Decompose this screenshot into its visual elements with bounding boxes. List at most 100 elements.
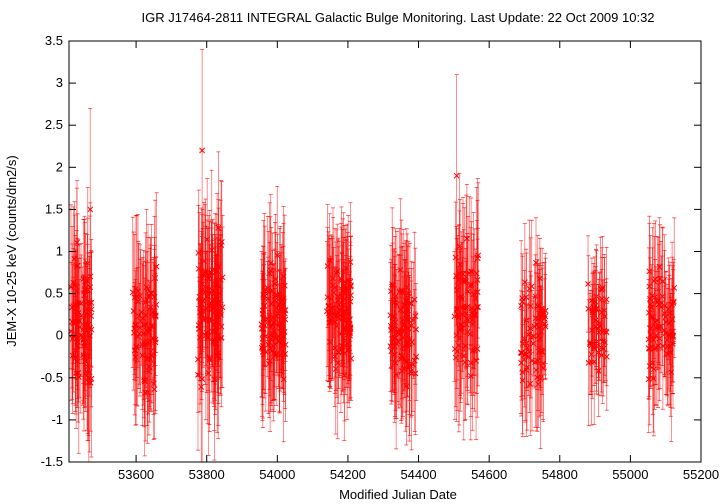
data-point <box>655 283 661 408</box>
data-point <box>326 213 333 308</box>
data-point <box>145 307 152 436</box>
data-point <box>84 243 91 336</box>
data-point <box>276 255 283 354</box>
data-point <box>87 334 94 432</box>
y-axis: -1.5 -1 -0.5 0 0.5 1 1.5 2 2.5 3 3.5 <box>41 33 701 469</box>
data-point <box>585 235 591 333</box>
data-point <box>75 258 82 348</box>
data-point <box>332 228 338 347</box>
data-point <box>216 227 223 360</box>
data-point <box>474 280 481 418</box>
data-point <box>261 213 268 368</box>
data-point <box>69 243 76 400</box>
data-point <box>405 271 412 369</box>
data-point <box>142 232 149 372</box>
data-point <box>142 260 149 388</box>
data-point <box>199 49 206 252</box>
y-tick-label: 3.5 <box>45 33 63 48</box>
data-point <box>411 231 418 368</box>
data-point <box>392 306 399 419</box>
data-point <box>453 74 460 278</box>
data-point <box>473 187 480 360</box>
data-point <box>600 301 607 397</box>
x-tick-label: 54200 <box>330 467 366 482</box>
data-point <box>212 245 219 364</box>
data-point <box>267 290 274 432</box>
data-point <box>652 220 659 338</box>
data-point <box>465 216 472 367</box>
data-point <box>666 264 673 405</box>
x-tick-label: 53600 <box>118 467 154 482</box>
data-point <box>136 258 143 397</box>
data-point <box>153 192 160 341</box>
data-point <box>401 242 408 368</box>
data-point <box>279 301 286 389</box>
data-point <box>525 282 532 387</box>
data-point <box>88 250 95 382</box>
data-point <box>412 311 419 436</box>
data-point <box>202 198 209 349</box>
x-axis: 53600 53800 54000 54200 54400 54600 54800 55000… <box>118 41 719 482</box>
y-tick-label: 0.5 <box>45 286 63 301</box>
data-point <box>134 266 141 407</box>
data-point <box>599 236 606 340</box>
data-point <box>656 289 662 369</box>
data-point <box>522 285 529 421</box>
data-point <box>213 214 220 371</box>
x-tick-label: 55000 <box>612 467 648 482</box>
data-point <box>405 241 412 346</box>
data-point <box>280 316 287 443</box>
data-point <box>204 226 211 349</box>
data-point <box>667 293 674 378</box>
y-tick-label: 2 <box>56 159 63 174</box>
data-point <box>198 250 205 366</box>
data-point <box>647 235 654 374</box>
data-point <box>464 233 470 405</box>
x-axis-label: Modified Julian Date <box>339 487 457 502</box>
data-point <box>213 253 220 351</box>
data-point <box>135 243 142 389</box>
data-point <box>266 242 273 390</box>
data-point <box>87 108 94 311</box>
data-point <box>336 240 343 378</box>
data-point <box>152 265 159 366</box>
data-point <box>532 254 539 339</box>
data-point <box>396 228 403 355</box>
data-point <box>340 273 347 404</box>
data-point <box>536 276 543 378</box>
data-point <box>542 257 549 364</box>
y-tick-label: 1 <box>56 244 63 259</box>
data-point <box>205 290 212 456</box>
y-axis-label: JEM-X 10-25 keV (counts/dm2/s) <box>4 155 19 346</box>
data-point <box>659 282 666 410</box>
data-point <box>347 278 354 376</box>
x-tick-label: 53800 <box>189 467 225 482</box>
data-point <box>603 278 610 387</box>
data-point <box>139 263 146 426</box>
data-point <box>335 301 342 404</box>
data-point <box>662 277 669 357</box>
data-point <box>670 265 676 409</box>
data-point <box>269 249 276 401</box>
x-tick-label: 54000 <box>259 467 295 482</box>
data-point <box>459 256 466 372</box>
data-point <box>324 204 331 328</box>
data-point <box>85 321 92 436</box>
x-tick-label: 55200 <box>683 467 719 482</box>
data-point <box>464 237 471 377</box>
data-point <box>143 262 150 399</box>
data-point <box>327 238 334 387</box>
x-tick-label: 54600 <box>471 467 507 482</box>
data-point <box>518 240 525 372</box>
data-point <box>327 255 334 389</box>
data-point <box>523 248 530 346</box>
y-tick-label: 3 <box>56 75 63 90</box>
data-point <box>131 282 138 375</box>
data-point <box>144 341 151 444</box>
data-point <box>260 253 267 342</box>
data-point <box>458 251 465 399</box>
y-tick-label: -0.5 <box>41 370 63 385</box>
data-point <box>259 275 266 428</box>
y-tick-label: -1.5 <box>41 454 63 469</box>
